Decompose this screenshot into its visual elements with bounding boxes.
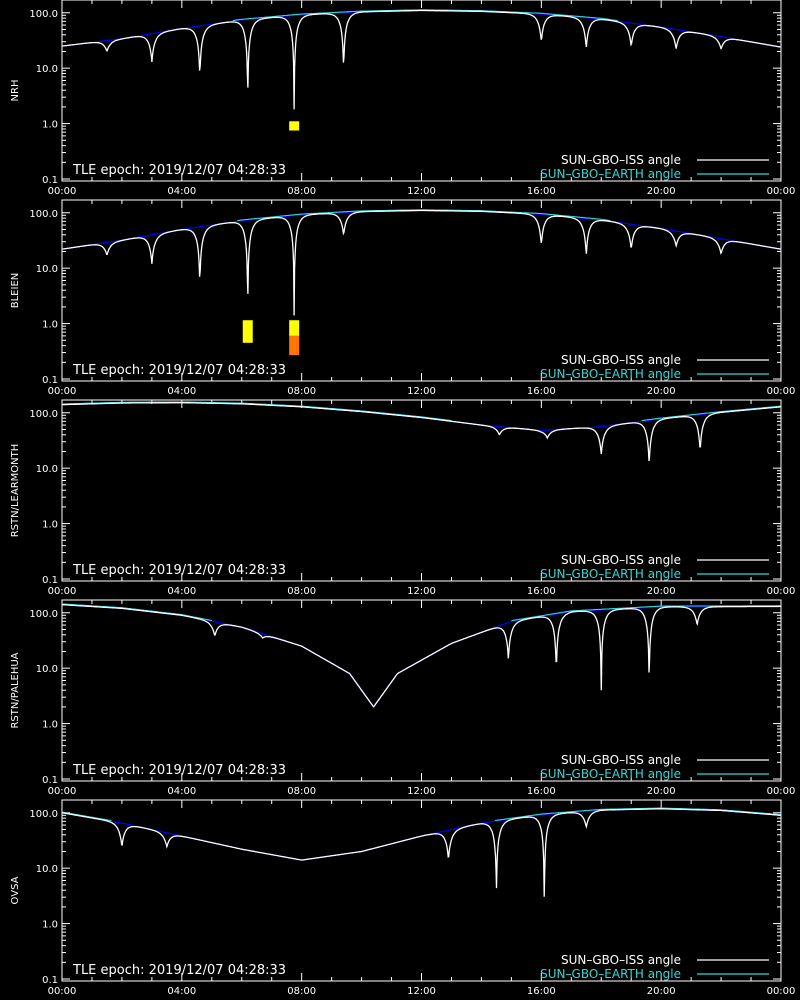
tle-epoch-label: TLE epoch: 2019/12/07 04:28:33: [72, 763, 286, 778]
x-tick-label: 08:00: [287, 586, 316, 597]
x-tick-label: 16:00: [527, 986, 556, 997]
y-tick-label: 0.1: [42, 975, 58, 986]
sun-gbo-earth-line: [232, 9, 618, 22]
x-tick-label: 08:00: [287, 786, 316, 797]
y-tick-label: 1.0: [42, 320, 58, 331]
y-tick-label: 1.0: [42, 520, 58, 531]
x-tick-label: 04:00: [167, 386, 196, 397]
x-tick-label: 00:00: [48, 386, 77, 397]
x-tick-label: 04:00: [167, 586, 196, 597]
x-tick-label: 00:00: [48, 586, 77, 597]
sun-gbo-iss-line: [62, 604, 781, 708]
panel-rstn-palehua: 100.010.01.00.100:00 04:00 08:00 12:00 16:00…: [10, 599, 796, 797]
tle-epoch-label: TLE epoch: 2019/12/07 04:28:33: [72, 963, 286, 978]
y-tick-label: 10.0: [36, 864, 58, 875]
tle-epoch-label: TLE epoch: 2019/12/07 04:28:33: [72, 563, 286, 578]
x-tick-label: 16:00: [527, 186, 556, 197]
x-tick-label: 16:00: [527, 386, 556, 397]
y-tick-label: 0.1: [42, 175, 58, 186]
x-tick-label: 08:00: [287, 986, 316, 997]
sun-gbo-iss-line: [61, 402, 782, 462]
tle-epoch-label: TLE epoch: 2019/12/07 04:28:33: [72, 363, 286, 378]
y-tick-label: 100.0: [29, 809, 58, 820]
earth-fit-curve: [61, 808, 782, 861]
x-tick-label: 20:00: [647, 586, 676, 597]
x-tick-label: 12:00: [407, 786, 436, 797]
y-tick-label: 1.0: [42, 720, 58, 731]
y-tick-label: 10.0: [36, 664, 58, 675]
sun-gbo-earth-line: [61, 603, 781, 622]
legend-label: SUN–GBO–ISS angle: [561, 553, 681, 567]
legend-label: SUN–GBO–EARTH angle: [540, 367, 681, 381]
y-tick-label: 10.0: [36, 64, 58, 75]
legend-label: SUN–GBO–ISS angle: [561, 153, 681, 167]
x-tick-label: 00:00: [48, 186, 77, 197]
y-tick-label: 10.0: [36, 464, 58, 475]
y-tick-label: 100.0: [29, 9, 58, 20]
sun-gbo-iss-line: [62, 808, 781, 897]
x-tick-label: 20:00: [647, 386, 676, 397]
y-axis-label: RSTN/PALEHUA: [10, 652, 21, 728]
interference-marker: [289, 320, 300, 336]
x-tick-label: 00:00: [767, 186, 796, 197]
x-tick-label: 12:00: [407, 386, 436, 397]
y-tick-label: 0.1: [42, 375, 58, 386]
x-tick-label: 04:00: [167, 786, 196, 797]
x-tick-label: 04:00: [167, 986, 196, 997]
y-tick-label: 100.0: [29, 209, 58, 220]
x-tick-label: 00:00: [48, 986, 77, 997]
sun-gbo-iss-line: [61, 209, 782, 316]
x-tick-label: 12:00: [407, 186, 436, 197]
y-axis-label: BLEIEN: [10, 273, 21, 309]
x-tick-label: 00:00: [767, 386, 796, 397]
x-tick-label: 00:00: [767, 786, 796, 797]
sun-gbo-earth-line: [61, 807, 782, 822]
legend-label: SUN–GBO–EARTH angle: [540, 967, 681, 981]
x-tick-label: 16:00: [527, 786, 556, 797]
x-tick-label: 00:00: [48, 786, 77, 797]
x-tick-label: 12:00: [407, 586, 436, 597]
legend-label: SUN–GBO–EARTH angle: [540, 167, 681, 181]
panel-rstn-learmonth: 100.010.01.00.100:00 04:00 08:00 12:00 16:00…: [10, 399, 796, 597]
earth-fit-curve: [61, 9, 782, 48]
legend-label: SUN–GBO–ISS angle: [561, 753, 681, 767]
earth-fit-curve: [61, 209, 782, 250]
y-axis-label: OVSA: [10, 876, 21, 904]
x-tick-label: 04:00: [167, 186, 196, 197]
y-tick-label: 0.1: [42, 575, 58, 586]
x-tick-label: 16:00: [527, 586, 556, 597]
legend-label: SUN–GBO–EARTH angle: [540, 567, 681, 581]
y-axis-label: RSTN/LEARMONTH: [10, 444, 21, 538]
interference-marker: [289, 121, 300, 131]
x-tick-label: 20:00: [647, 786, 676, 797]
x-tick-label: 00:00: [767, 986, 796, 997]
x-tick-label: 08:00: [287, 186, 316, 197]
y-tick-label: 100.0: [29, 409, 58, 420]
y-tick-label: 1.0: [42, 120, 58, 131]
panel-nrh: 100.010.01.00.100:00 04:00 08:00 12:00 16:00…: [10, 0, 795, 197]
sun-gbo-iss-line: [62, 9, 782, 110]
panel-bleien: 100.010.01.00.100:00 04:00 08:00 12:00 16:00…: [10, 199, 796, 397]
earth-fit-curve: [61, 604, 781, 708]
tle-epoch-label: TLE epoch: 2019/12/07 04:28:33: [72, 163, 286, 178]
legend-label: SUN–GBO–EARTH angle: [540, 767, 681, 781]
interference-marker: [242, 320, 253, 343]
legend-label: SUN–GBO–ISS angle: [561, 953, 681, 967]
x-tick-label: 12:00: [407, 986, 436, 997]
y-tick-label: 1.0: [42, 920, 58, 931]
y-tick-label: 100.0: [29, 609, 58, 620]
interference-marker: [289, 335, 300, 356]
sun-gbo-earth-line: [237, 209, 611, 222]
y-tick-label: 10.0: [36, 264, 58, 275]
x-tick-label: 20:00: [647, 986, 676, 997]
x-tick-label: 08:00: [287, 386, 316, 397]
legend-label: SUN–GBO–ISS angle: [561, 353, 681, 367]
y-axis-label: NRH: [10, 80, 21, 102]
sun-gbo-earth-line: [62, 401, 782, 422]
y-tick-label: 0.1: [42, 775, 58, 786]
x-tick-label: 00:00: [767, 586, 796, 597]
x-tick-label: 20:00: [647, 186, 676, 197]
panel-ovsa: 100.010.01.00.100:00 04:00 08:00 12:00 16:00…: [10, 799, 796, 997]
